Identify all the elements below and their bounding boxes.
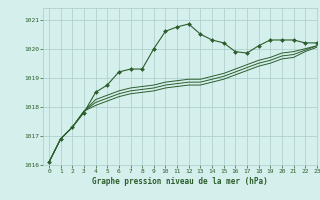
X-axis label: Graphe pression niveau de la mer (hPa): Graphe pression niveau de la mer (hPa) [92,177,268,186]
